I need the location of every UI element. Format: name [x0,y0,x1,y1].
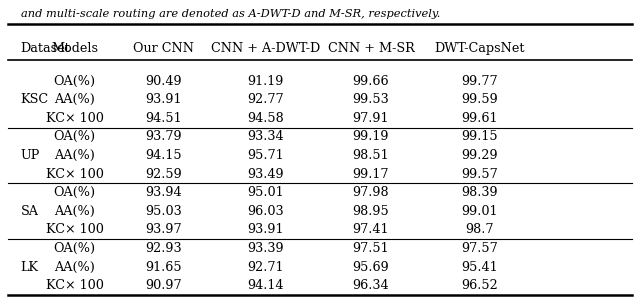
Text: OA(%): OA(%) [54,74,96,88]
Text: 97.51: 97.51 [353,242,389,255]
Text: 93.91: 93.91 [248,224,284,236]
Text: 95.41: 95.41 [461,260,498,274]
Text: 97.41: 97.41 [353,224,389,236]
Text: 94.14: 94.14 [248,279,284,292]
Text: 99.53: 99.53 [353,93,389,106]
Text: 99.66: 99.66 [353,74,389,88]
Text: 99.19: 99.19 [353,131,389,143]
Text: UP: UP [20,149,40,162]
Text: 97.57: 97.57 [461,242,498,255]
Text: 99.77: 99.77 [461,74,498,88]
Text: 97.98: 97.98 [353,186,389,199]
Text: 98.7: 98.7 [465,224,493,236]
Text: 91.65: 91.65 [145,260,182,274]
Text: 99.15: 99.15 [461,131,498,143]
Text: 92.77: 92.77 [248,93,284,106]
Text: AA(%): AA(%) [54,93,95,106]
Text: 93.39: 93.39 [248,242,284,255]
Text: 98.95: 98.95 [353,205,389,218]
Text: OA(%): OA(%) [54,186,96,199]
Text: 99.59: 99.59 [461,93,498,106]
Text: 95.03: 95.03 [145,205,182,218]
Text: 99.29: 99.29 [461,149,498,162]
Text: 95.01: 95.01 [248,186,284,199]
Text: LK: LK [20,260,38,274]
Text: 94.15: 94.15 [145,149,182,162]
Text: OA(%): OA(%) [54,242,96,255]
Text: Dataset: Dataset [20,42,70,55]
Text: AA(%): AA(%) [54,149,95,162]
Text: AA(%): AA(%) [54,260,95,274]
Text: 99.01: 99.01 [461,205,497,218]
Text: and multi-scale routing are denoted as A-DWT-D and M-SR, respectively.: and multi-scale routing are denoted as A… [20,9,440,19]
Text: 90.49: 90.49 [145,74,182,88]
Text: 90.97: 90.97 [145,279,182,292]
Text: 94.58: 94.58 [248,112,284,125]
Text: 98.39: 98.39 [461,186,498,199]
Text: KC× 100: KC× 100 [45,167,104,181]
Text: DWT-CapsNet: DWT-CapsNet [434,42,525,55]
Text: 96.52: 96.52 [461,279,498,292]
Text: Our CNN: Our CNN [133,42,195,55]
Text: 99.57: 99.57 [461,167,498,181]
Text: 99.61: 99.61 [461,112,497,125]
Text: 93.79: 93.79 [145,131,182,143]
Text: KC× 100: KC× 100 [45,224,104,236]
Text: 93.49: 93.49 [248,167,284,181]
Text: CNN + M-SR: CNN + M-SR [328,42,414,55]
Text: 93.91: 93.91 [146,93,182,106]
Text: 93.97: 93.97 [145,224,182,236]
Text: KSC: KSC [20,93,49,106]
Text: 93.34: 93.34 [248,131,284,143]
Text: 92.71: 92.71 [248,260,284,274]
Text: 95.69: 95.69 [353,260,389,274]
Text: 95.71: 95.71 [248,149,284,162]
Text: 98.51: 98.51 [353,149,389,162]
Text: KC× 100: KC× 100 [45,279,104,292]
Text: 91.19: 91.19 [248,74,284,88]
Text: 92.59: 92.59 [145,167,182,181]
Text: 99.17: 99.17 [353,167,389,181]
Text: 93.94: 93.94 [145,186,182,199]
Text: AA(%): AA(%) [54,205,95,218]
Text: 92.93: 92.93 [145,242,182,255]
Text: 94.51: 94.51 [145,112,182,125]
Text: SA: SA [20,205,38,218]
Text: 97.91: 97.91 [353,112,389,125]
Text: KC× 100: KC× 100 [45,112,104,125]
Text: 96.34: 96.34 [353,279,389,292]
Text: CNN + A-DWT-D: CNN + A-DWT-D [211,42,321,55]
Text: 96.03: 96.03 [248,205,284,218]
Text: Models: Models [51,42,98,55]
Text: OA(%): OA(%) [54,131,96,143]
